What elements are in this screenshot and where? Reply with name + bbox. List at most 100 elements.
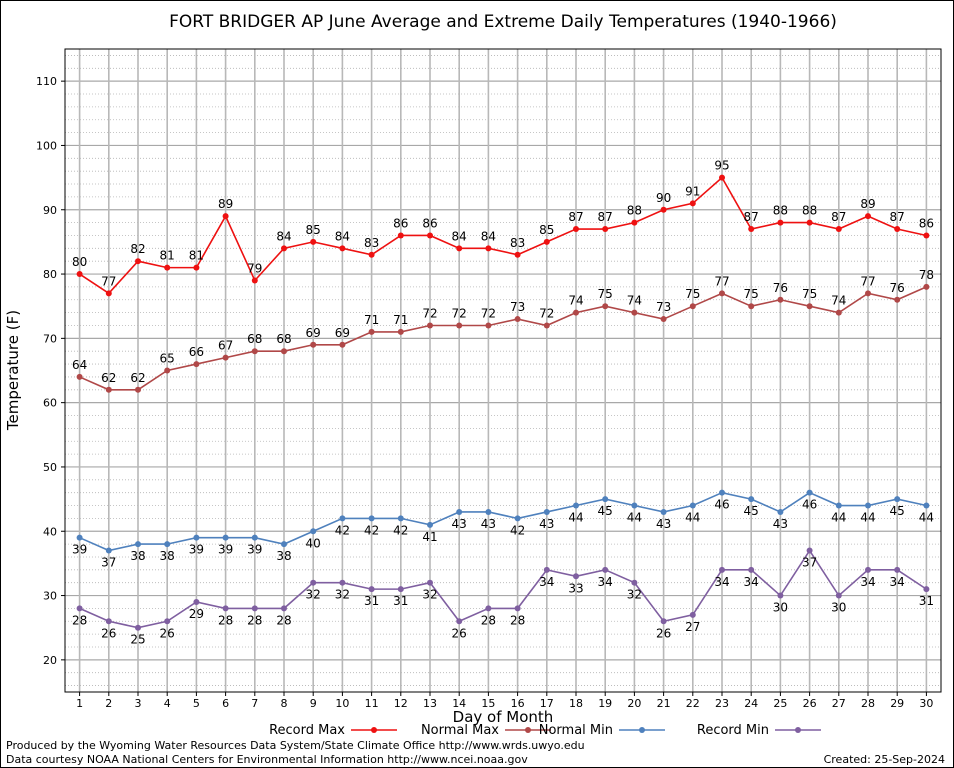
normal-max-point <box>894 296 901 303</box>
normal-max-data-label: 65 <box>160 352 175 366</box>
normal-min-point <box>164 541 171 548</box>
record-max-point <box>105 290 112 297</box>
x-tick-label: 16 <box>511 697 525 710</box>
normal-max-data-label: 77 <box>860 274 875 288</box>
normal-min-data-label: 41 <box>422 530 437 544</box>
plot-border <box>64 48 942 693</box>
record-min-point <box>923 586 930 593</box>
record-min-line <box>79 549 927 629</box>
normal-max-data-label: 78 <box>919 268 934 282</box>
normal-max-point <box>193 361 200 368</box>
y-tick-label: 70 <box>43 332 57 345</box>
record-max-data-label: 91 <box>685 184 700 198</box>
normal-min-point <box>719 489 725 496</box>
record-max-point <box>76 271 83 278</box>
normal-min-data-label: 39 <box>72 543 87 557</box>
record-min-point <box>894 566 901 573</box>
record-min-data-label: 28 <box>276 613 291 627</box>
record-min-data-label: 32 <box>422 588 437 602</box>
record-min-point <box>193 598 200 605</box>
record-min-point <box>748 566 755 573</box>
normal-min-data-label: 43 <box>539 517 554 531</box>
record-max-point <box>456 245 463 252</box>
normal-min-point <box>777 508 784 515</box>
record-max-data-label: 83 <box>364 236 379 250</box>
normal-min-point <box>339 515 346 522</box>
x-tick-label: 19 <box>598 697 612 710</box>
x-tick-label: 9 <box>310 697 317 710</box>
normal-min-data-label: 45 <box>744 504 759 518</box>
record-min-data-label: 34 <box>744 575 759 589</box>
record-min-data-label: 27 <box>685 620 700 634</box>
legend-label-record-min: Record Min <box>697 723 769 738</box>
y-tick-label: 50 <box>43 461 57 474</box>
footer-produced-by: Produced by the Wyoming Water Resources … <box>6 739 585 752</box>
normal-min-data-label: 42 <box>335 523 350 537</box>
record-max-data-label: 82 <box>130 242 145 256</box>
record-max-data-label: 87 <box>890 210 905 224</box>
normal-min-data-label: 42 <box>364 523 379 537</box>
normal-max-point <box>281 348 287 355</box>
record-max-point <box>573 226 579 233</box>
normal-max-data-label: 67 <box>218 339 233 353</box>
record-min-point <box>719 566 725 573</box>
record-max-data-label: 86 <box>393 216 408 230</box>
series-layer <box>76 174 930 631</box>
x-tick-label: 2 <box>105 697 112 710</box>
record-min-data-label: 28 <box>218 613 233 627</box>
chart-title: FORT BRIDGER AP June Average and Extreme… <box>169 12 837 32</box>
record-min-data-label: 37 <box>802 556 817 570</box>
normal-min-point <box>76 534 83 541</box>
normal-max-point <box>719 290 725 297</box>
record-min-point <box>543 566 550 573</box>
normal-max-data-label: 77 <box>714 274 729 288</box>
normal-min-point <box>105 547 112 554</box>
normal-max-data-label: 72 <box>481 306 496 320</box>
normal-min-point <box>514 515 521 522</box>
record-max-data-label: 80 <box>72 255 87 269</box>
record-max-data-label: 88 <box>627 204 642 218</box>
normal-max-point <box>456 322 463 329</box>
record-min-point <box>835 592 842 599</box>
record-max-point <box>164 264 171 271</box>
record-min-data-label: 33 <box>568 581 583 595</box>
normal-max-point <box>105 386 112 393</box>
normal-max-point <box>339 341 346 348</box>
normal-max-data-label: 76 <box>890 281 905 295</box>
normal-min-line <box>79 491 927 552</box>
normal-min-data-label: 42 <box>510 523 525 537</box>
record-min-point <box>602 566 609 573</box>
y-tick-label: 30 <box>43 590 57 603</box>
normal-min-point <box>573 502 579 509</box>
record-max-point <box>543 238 550 245</box>
record-max-point <box>135 258 141 265</box>
normal-min-point <box>135 541 141 548</box>
record-max-point <box>923 232 930 239</box>
normal-min-data-label: 38 <box>130 549 145 563</box>
normal-max-point <box>777 296 784 303</box>
record-min-data-label: 28 <box>72 613 87 627</box>
normal-max-data-label: 72 <box>539 306 554 320</box>
normal-min-point <box>543 508 550 515</box>
record-min-point <box>660 618 667 625</box>
normal-min-data-label: 42 <box>393 523 408 537</box>
normal-min-point <box>251 534 258 541</box>
record-max-data-label: 86 <box>422 216 437 230</box>
y-tick-label: 110 <box>36 75 57 88</box>
record-max-data-label: 87 <box>568 210 583 224</box>
record-max-data-label: 84 <box>481 229 496 243</box>
x-tick-label: 3 <box>135 697 142 710</box>
record-max-data-label: 89 <box>218 197 233 211</box>
record-min-point <box>806 547 813 554</box>
x-tick-label: 30 <box>919 697 933 710</box>
record-max-point <box>602 226 609 233</box>
normal-min-point <box>806 489 813 496</box>
record-max-data-label: 84 <box>452 229 467 243</box>
record-max-data-label: 86 <box>919 216 934 230</box>
record-max-point <box>660 206 667 213</box>
record-min-point <box>631 579 638 586</box>
x-tick-label: 29 <box>890 697 904 710</box>
normal-min-point <box>427 521 433 528</box>
record-max-point <box>397 232 404 239</box>
record-min-data-label: 34 <box>539 575 554 589</box>
